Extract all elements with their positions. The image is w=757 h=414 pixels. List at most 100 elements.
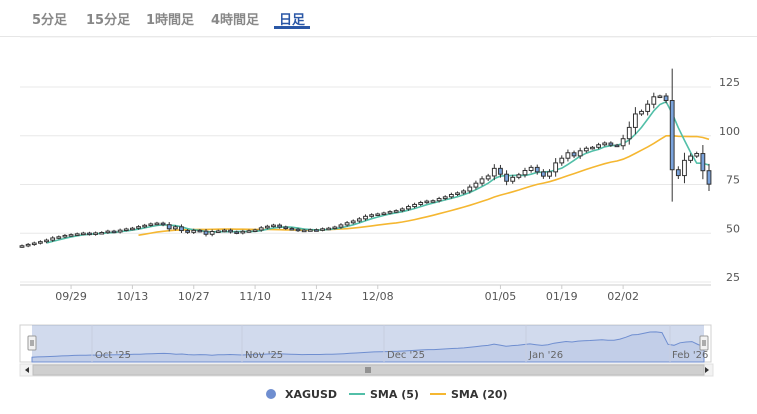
x-tick-label: 09/29 <box>55 290 87 303</box>
candle-body <box>577 150 583 157</box>
candle-body <box>657 95 663 99</box>
candle-body <box>295 228 301 232</box>
candle-body <box>620 138 626 147</box>
candle-body <box>50 237 56 241</box>
candle-body <box>105 230 111 234</box>
candle-body <box>682 159 687 177</box>
candle-body <box>663 95 669 101</box>
candle-body <box>442 196 448 200</box>
x-tick-label: 10/13 <box>117 290 149 303</box>
legend-label: SMA (20) <box>451 388 508 401</box>
legend-item-1[interactable]: SMA (5) <box>349 388 419 401</box>
candle-body <box>62 234 68 238</box>
sma20-series <box>138 134 710 236</box>
candle-body <box>289 227 295 231</box>
candle-body <box>547 171 552 177</box>
candle-body <box>99 232 105 235</box>
navigator-right-handle[interactable] <box>699 335 709 351</box>
candle-body <box>74 233 80 236</box>
candle-body <box>694 153 700 157</box>
candle-body <box>602 142 608 146</box>
candle-body <box>608 142 614 146</box>
candle-body <box>136 226 141 229</box>
navigator-label: Feb '26 <box>672 350 708 361</box>
candle-body <box>87 232 92 236</box>
candle-body <box>485 175 491 180</box>
candle-body <box>467 186 473 192</box>
candle-body <box>406 206 411 210</box>
candlestick-series <box>19 68 712 248</box>
scrollbar <box>19 363 714 377</box>
candle-body <box>645 103 651 112</box>
candle-body <box>363 215 368 220</box>
candle-body <box>375 213 381 216</box>
candle-body <box>498 167 503 175</box>
candle-body <box>320 228 325 231</box>
scroll-right-icon[interactable] <box>705 367 709 373</box>
navigator-label: Nov '25 <box>245 350 283 361</box>
candle-body <box>675 169 681 177</box>
sma5-line <box>46 100 710 244</box>
candle-body <box>491 167 497 177</box>
x-tick-label: 10/27 <box>178 290 210 303</box>
candle-body <box>252 229 258 232</box>
candle-body <box>209 231 215 235</box>
candle-body <box>111 230 117 234</box>
candle-body <box>44 239 49 243</box>
candle-body <box>234 231 240 234</box>
candle-body <box>228 229 233 233</box>
candle-body <box>38 241 43 244</box>
scroll-left-icon[interactable] <box>25 367 29 373</box>
y-tick-label: 125 <box>719 76 740 89</box>
handle-body[interactable] <box>699 335 709 351</box>
candle-body <box>522 170 528 176</box>
candle-body <box>271 224 276 228</box>
candle-body <box>56 236 62 239</box>
candle-body <box>258 227 264 231</box>
candle-body <box>160 222 166 226</box>
candle-body <box>381 212 387 216</box>
candle-body <box>412 203 417 208</box>
candle-body <box>430 200 436 203</box>
candle-body <box>222 229 227 233</box>
x-tick-label: 12/08 <box>362 290 394 303</box>
candle-body <box>473 182 479 188</box>
tab-1hour[interactable]: 1時間足 <box>146 13 195 28</box>
tab-15min[interactable]: 15分足 <box>86 13 131 28</box>
candle-body <box>534 166 540 173</box>
candle-body <box>179 226 184 232</box>
candle-body <box>166 224 172 230</box>
candle-body <box>31 242 37 246</box>
candle-body <box>559 157 565 164</box>
candle-body <box>504 173 509 182</box>
navigator-selection <box>32 325 704 362</box>
timeframe-tabs: 5分足 15分足 1時間足 4時間足 日足 <box>0 0 757 36</box>
candle-body <box>80 232 86 236</box>
navigator: Oct '25 Nov '25 Dec '25 Jan '26 Feb '26 <box>19 324 712 363</box>
sma5-series <box>46 100 710 244</box>
legend-item-0[interactable]: XAGUSD <box>266 388 337 401</box>
navigator-label: Oct '25 <box>95 350 131 361</box>
x-tick-label: 11/24 <box>301 290 333 303</box>
handle-body[interactable] <box>27 335 37 351</box>
candle-body <box>25 243 31 247</box>
tab-4hour[interactable]: 4時間足 <box>211 13 260 28</box>
y-tick-label: 50 <box>726 222 740 235</box>
candle-body <box>455 192 460 195</box>
candle-body <box>264 225 270 229</box>
candle-body <box>356 218 362 222</box>
y-axis: 25 50 75 100 125 <box>719 76 740 284</box>
legend-item-2[interactable]: SMA (20) <box>430 388 508 401</box>
candle-body <box>240 230 246 234</box>
candle-body <box>596 144 601 148</box>
navigator-left-handle[interactable] <box>27 335 37 351</box>
tab-5min[interactable]: 5分足 <box>32 13 68 28</box>
y-tick-label: 25 <box>726 271 740 284</box>
tab-daily[interactable]: 日足 <box>279 13 306 28</box>
candle-body <box>399 208 405 212</box>
candle-body <box>191 229 197 233</box>
candle-body <box>93 232 99 235</box>
x-axis: 09/29 10/13 10/27 11/10 11/24 12/08 01/05 01/19… <box>55 285 639 303</box>
candle-body <box>215 230 221 233</box>
